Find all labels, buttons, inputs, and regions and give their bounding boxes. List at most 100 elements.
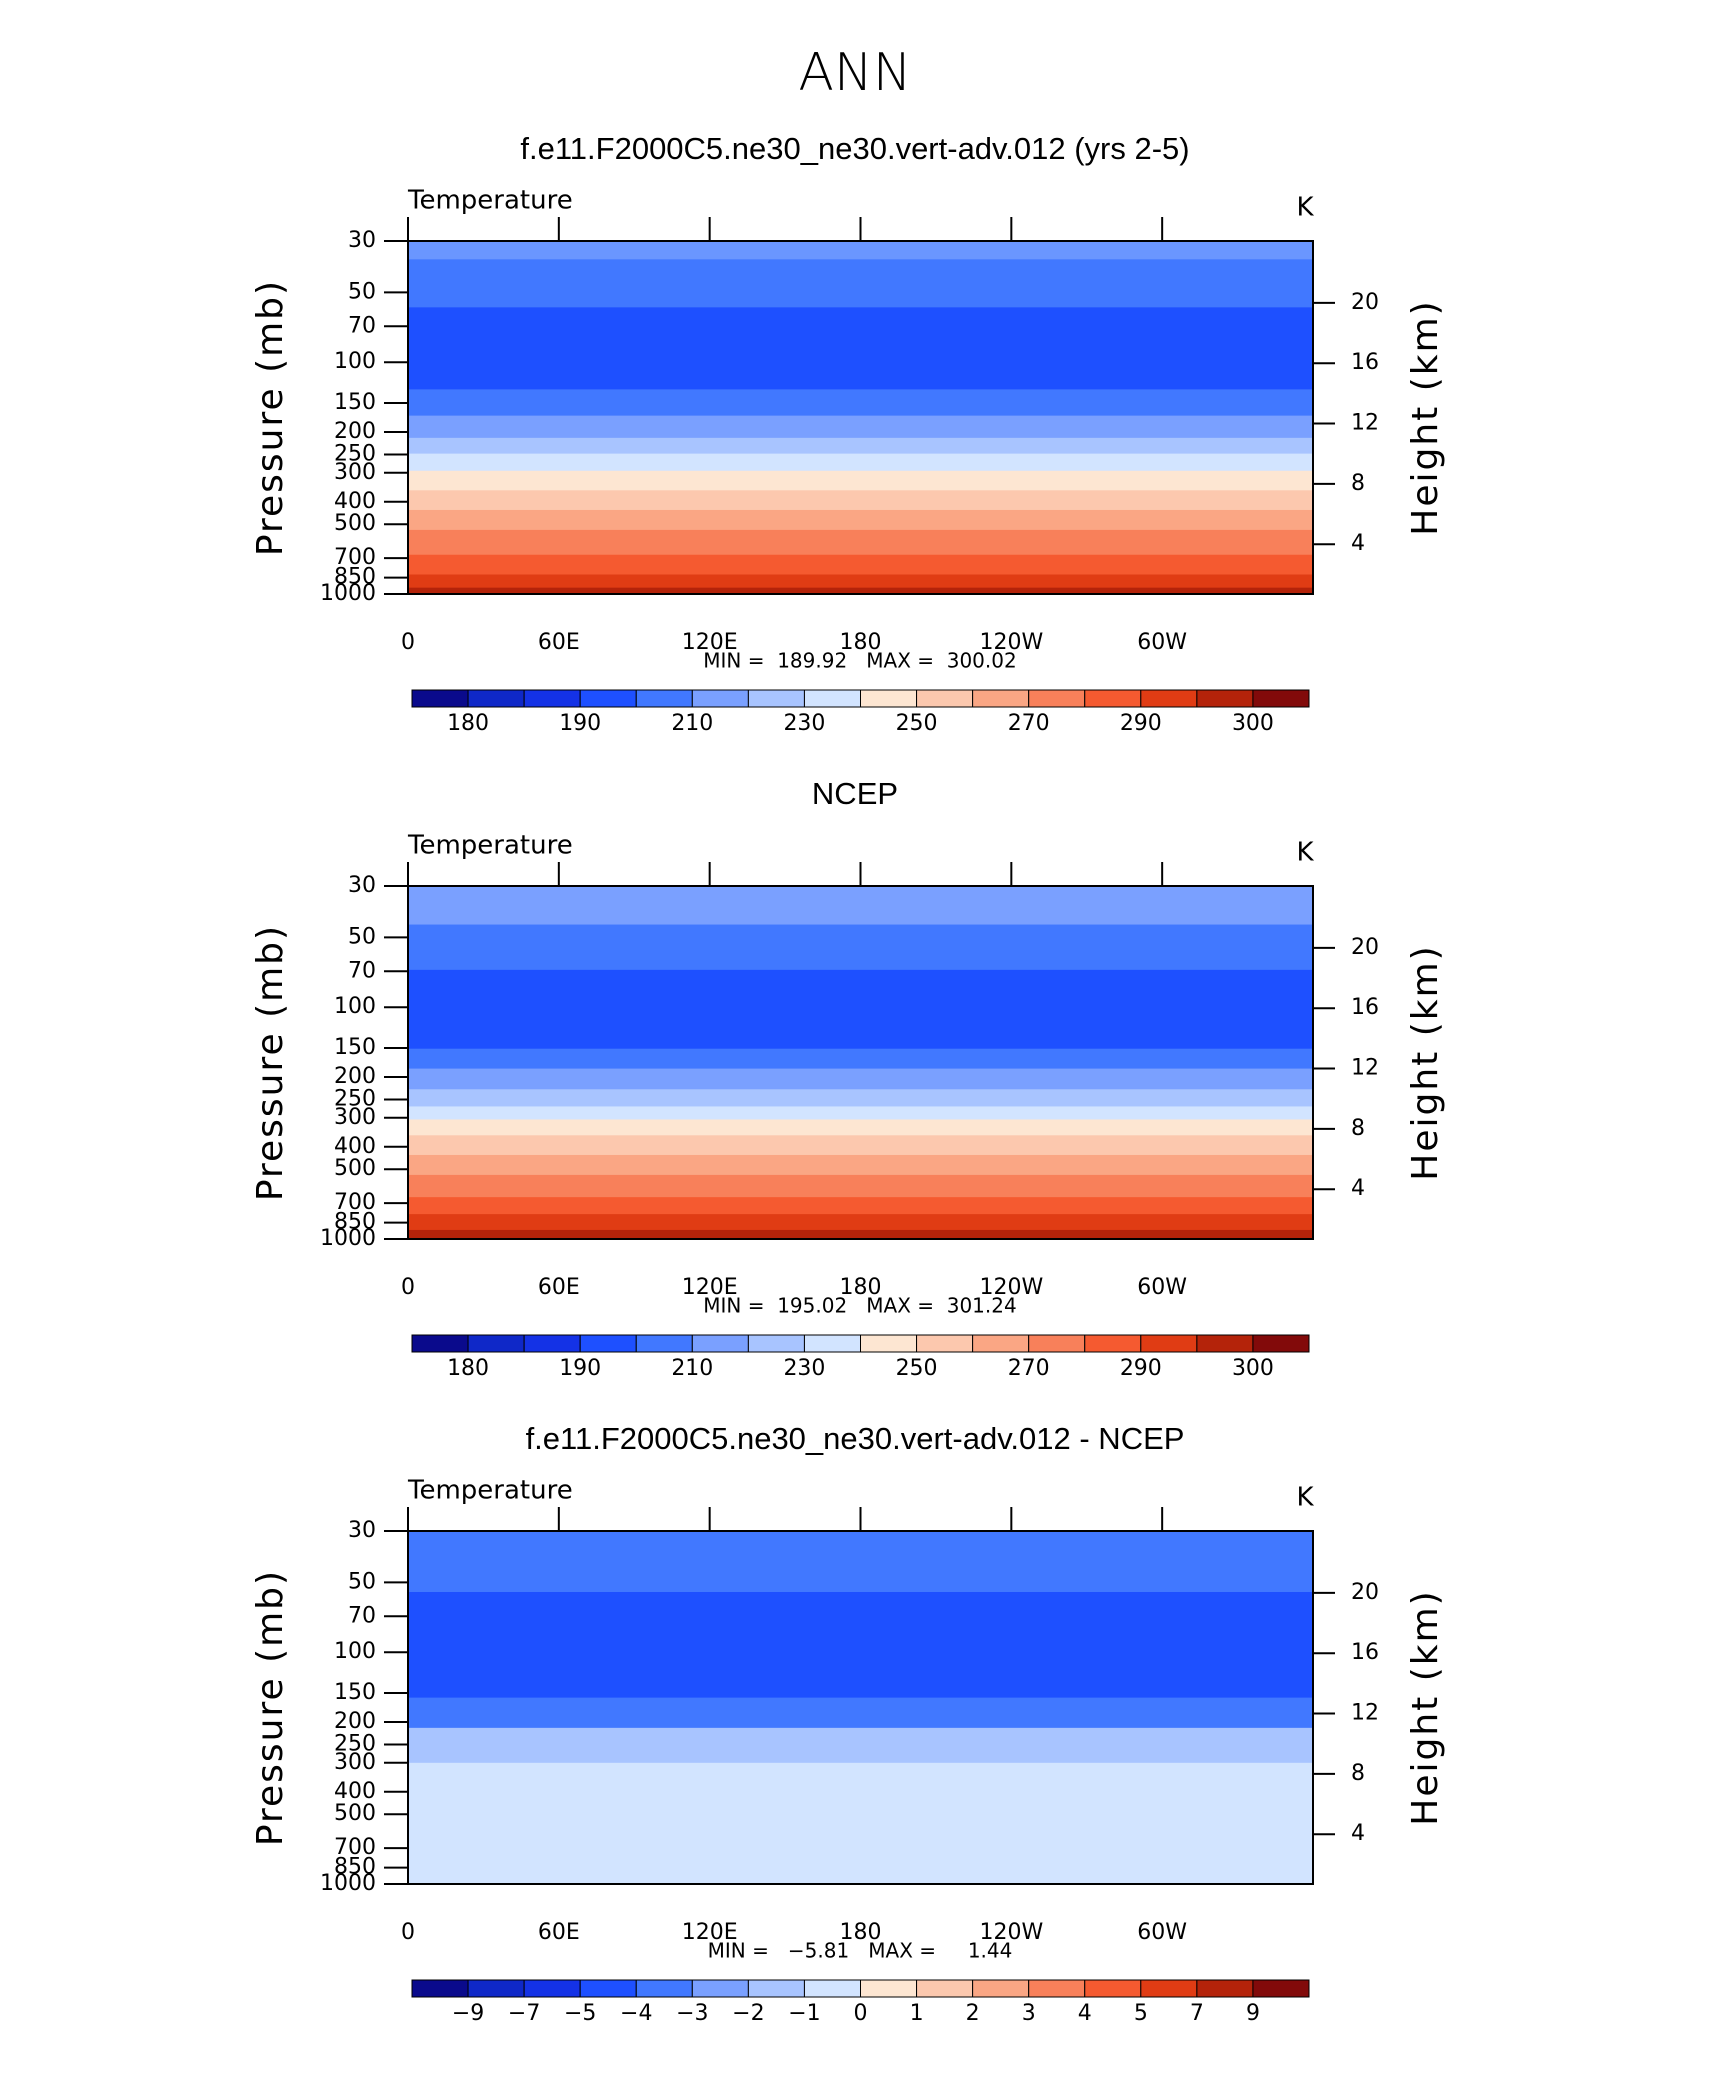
- y-tick-label: 70: [348, 1603, 376, 1628]
- y2-tick-label: 20: [1351, 935, 1379, 960]
- colorbar-box: [747, 1979, 805, 1998]
- colorbar-label: 180: [447, 1356, 489, 1381]
- colorbar-label: 290: [1120, 1356, 1162, 1381]
- units-label: K: [1296, 838, 1314, 868]
- colorbar-label: 230: [783, 1356, 825, 1381]
- colorbar-box: [411, 689, 469, 708]
- y-tick-label: 250: [334, 1731, 376, 1756]
- colorbar-box: [691, 1334, 749, 1353]
- contour-band: [408, 453, 1313, 472]
- x-tick-label: 60E: [538, 1920, 580, 1945]
- colorbar-box: [1028, 1979, 1086, 1998]
- colorbar-label: 9: [1246, 2001, 1260, 2026]
- colorbar-box: [747, 689, 805, 708]
- colorbar-label: −2: [732, 2001, 764, 2026]
- y-tick-label: 50: [348, 924, 376, 949]
- y-tick-label: 50: [348, 1569, 376, 1594]
- y2-tick-label: 4: [1351, 1821, 1365, 1846]
- x-tick-label: 120W: [979, 630, 1043, 655]
- x-tick-label: 180: [840, 1920, 882, 1945]
- y-tick-label: 1000: [320, 581, 376, 606]
- y-axis-title: Pressure (mb): [250, 924, 291, 1201]
- colorbar-box: [1140, 1979, 1198, 1998]
- colorbar-box: [1252, 689, 1310, 708]
- y2-tick-label: 8: [1351, 471, 1365, 496]
- colorbar-label: 5: [1134, 2001, 1148, 2026]
- y2-axis-title: Height (km): [1405, 299, 1446, 535]
- y-tick-label: 150: [334, 1680, 376, 1705]
- contour-band: [408, 1119, 1313, 1136]
- x-tick-label: 60W: [1137, 630, 1187, 655]
- colorbar-label: 230: [783, 711, 825, 736]
- x-tick-label: 0: [401, 1275, 415, 1300]
- stats: MIN = 195.02 MAX = 301.24: [703, 1294, 1016, 1318]
- contour-band: [408, 1229, 1313, 1240]
- contour-band: [408, 1197, 1313, 1215]
- contour-band: [408, 307, 1313, 390]
- y-tick-label: 300: [334, 460, 376, 485]
- y-tick-label: 150: [334, 390, 376, 415]
- y-tick-label: 1000: [320, 1871, 376, 1896]
- colorbar-label: 250: [896, 1356, 938, 1381]
- colorbar-box: [972, 1334, 1030, 1353]
- y-tick-label: 30: [348, 1518, 376, 1543]
- colorbar-box: [635, 689, 693, 708]
- y2-tick-label: 8: [1351, 1116, 1365, 1141]
- field-label: Temperature: [407, 1476, 573, 1506]
- colorbar-label: 270: [1008, 711, 1050, 736]
- colorbar-label: 300: [1232, 711, 1274, 736]
- contour-band: [408, 1697, 1313, 1729]
- contour-band: [408, 1762, 1313, 1885]
- y-tick-label: 250: [334, 441, 376, 466]
- colorbar-box: [1252, 1334, 1310, 1353]
- y-axis-title: Pressure (mb): [250, 279, 291, 556]
- y-tick-label: 500: [334, 1156, 376, 1181]
- colorbar-label: −5: [564, 2001, 596, 2026]
- y-tick-label: 150: [334, 1035, 376, 1060]
- units-label: K: [1296, 193, 1314, 223]
- x-tick-label: 60E: [538, 1275, 580, 1300]
- colorbar-box: [579, 1334, 637, 1353]
- colorbar-label: 0: [854, 2001, 868, 2026]
- x-tick-label: 120E: [682, 630, 738, 655]
- contour-band: [408, 1531, 1313, 1593]
- y2-tick-label: 12: [1351, 1701, 1379, 1726]
- y-tick-label: 700: [334, 545, 376, 570]
- contour-band: [408, 437, 1313, 455]
- y2-tick-label: 4: [1351, 1176, 1365, 1201]
- x-tick-label: 120W: [979, 1275, 1043, 1300]
- contour-band: [408, 1048, 1313, 1070]
- colorbar-box: [411, 1979, 469, 1998]
- y-tick-label: 100: [334, 349, 376, 374]
- figure-title: ANN: [798, 43, 911, 103]
- y2-tick-label: 16: [1351, 350, 1379, 375]
- x-tick-label: 180: [840, 630, 882, 655]
- x-tick-label: 60E: [538, 630, 580, 655]
- colorbar-box: [803, 689, 861, 708]
- colorbar-box: [916, 689, 974, 708]
- y-tick-label: 300: [334, 1105, 376, 1130]
- colorbar-box: [411, 1334, 469, 1353]
- contour-band: [408, 1106, 1313, 1120]
- colorbar-box: [523, 1979, 581, 1998]
- colorbar-box: [467, 689, 525, 708]
- contour-band: [408, 1214, 1313, 1231]
- y-tick-label: 70: [348, 958, 376, 983]
- colorbar-label: 2: [966, 2001, 980, 2026]
- contour-band: [408, 587, 1313, 595]
- y-tick-label: 700: [334, 1190, 376, 1215]
- contour-band: [408, 886, 1313, 926]
- colorbar-box: [635, 1334, 693, 1353]
- y2-axis-title: Height (km): [1405, 944, 1446, 1180]
- colorbar-box: [1084, 1979, 1142, 1998]
- panel-title: f.e11.F2000C5.ne30_ne30.vert-adv.012 - N…: [526, 1421, 1185, 1456]
- colorbar-box: [579, 1979, 637, 1998]
- colorbar-label: 210: [671, 1356, 713, 1381]
- y-tick-label: 30: [348, 228, 376, 253]
- colorbar-box: [916, 1979, 974, 1998]
- y-tick-label: 700: [334, 1835, 376, 1860]
- y2-tick-label: 8: [1351, 1761, 1365, 1786]
- y2-tick-label: 12: [1351, 411, 1379, 436]
- contour-band: [408, 241, 1313, 260]
